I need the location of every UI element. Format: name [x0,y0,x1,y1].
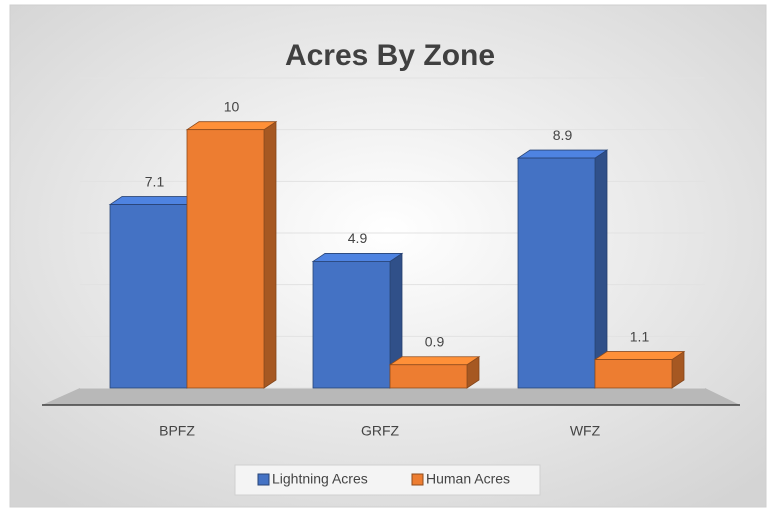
bar-side [263,120,277,389]
x-tick-label: BPFZ [159,423,195,439]
data-label: 1.1 [630,328,650,344]
bar [389,364,468,389]
bar-top [388,356,481,366]
floor [42,388,740,405]
data-label: 10 [224,98,240,114]
chart-title: Acres By Zone [285,39,495,72]
bar-top [593,351,686,360]
data-label: 0.9 [425,333,445,349]
legend-label: Lightning Acres [272,471,368,487]
bar [186,129,265,389]
bar [594,359,673,389]
bar-top [185,121,278,131]
bar-top [311,253,404,262]
bar [109,204,188,389]
legend-swatch [257,473,270,486]
data-label: 4.9 [348,230,368,246]
data-label: 8.9 [553,127,573,143]
bar-top [108,196,201,205]
legend-swatch [411,473,424,486]
x-tick-label: WFZ [570,423,601,439]
legend-label: Human Acres [426,471,510,487]
bar [312,261,391,389]
data-label: 7.1 [145,173,165,189]
bar [517,157,596,389]
bar-top [516,149,609,159]
legend [234,464,541,496]
x-tick-label: GRFZ [361,423,400,439]
